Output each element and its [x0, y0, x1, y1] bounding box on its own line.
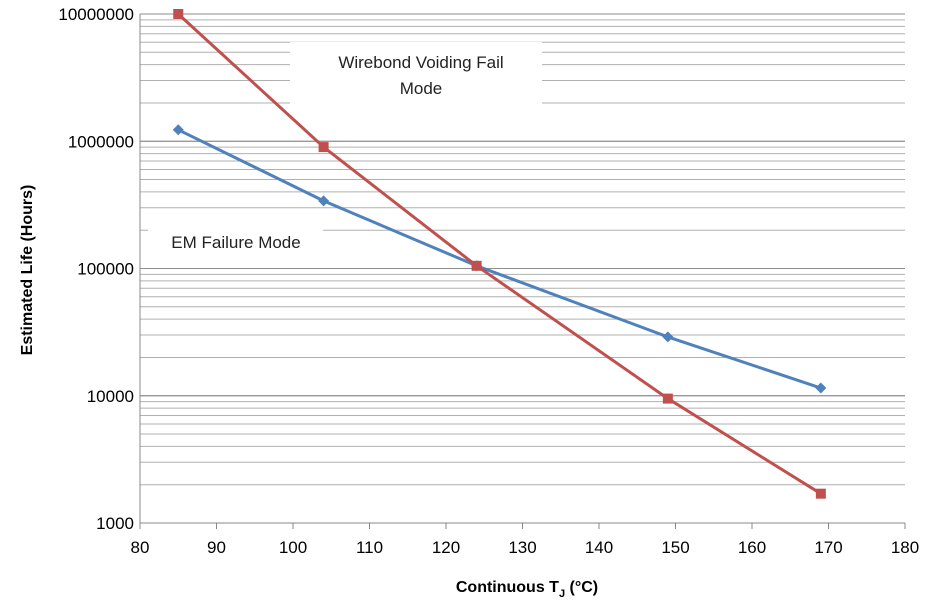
series-2-point	[318, 142, 329, 153]
annotation-wirebond-line1: Wirebond Voiding Fail	[338, 53, 503, 72]
series-2-point	[662, 393, 673, 404]
x-tick-label: 100	[279, 538, 307, 557]
x-tick-label: 110	[356, 538, 383, 557]
y-tick-label: 1000000	[68, 132, 134, 151]
x-tick-label: 170	[814, 538, 842, 557]
y-tick-label: 10000	[87, 387, 134, 406]
x-axis-title: Continuous TJ (°C)	[456, 579, 598, 600]
annotation-wirebond-line2: Mode	[400, 79, 443, 98]
x-axis-title-unit: (°C)	[565, 579, 598, 596]
annotation-box-wirebond	[290, 42, 542, 106]
y-axis-title: Estimated Life (Hours)	[19, 185, 36, 356]
series-1-point	[172, 124, 184, 136]
series-1-point	[318, 195, 330, 207]
series-line-1	[177, 128, 822, 390]
y-tick-label: 10000000	[58, 5, 134, 24]
series-2-point	[815, 488, 826, 499]
x-tick-label: 160	[738, 538, 766, 557]
x-axis-title-main: Continuous T	[456, 579, 559, 596]
annotation-box-em	[148, 225, 323, 257]
x-tick-label: 120	[432, 538, 460, 557]
y-tick-label: 1000	[96, 514, 134, 533]
y-tick-labels: 1000 10000 100000 1000000 10000000	[58, 5, 134, 533]
x-tick-label: 140	[585, 538, 613, 557]
x-tick-label: 90	[207, 538, 226, 557]
y-tick-label: 100000	[77, 260, 134, 279]
grid-lines	[140, 13, 905, 524]
x-tick-label: 180	[891, 538, 919, 557]
x-axis-title-subscript: J	[559, 588, 565, 600]
series-layer	[172, 9, 827, 499]
series-1-point	[815, 382, 827, 394]
series-1-point	[662, 331, 674, 343]
annotation-em: EM Failure Mode	[171, 233, 300, 252]
x-tick-labels: 80 90 100 110 120 130 140 150 160 170 180	[131, 523, 919, 557]
x-tick-label: 80	[131, 538, 150, 557]
series-2-point	[173, 9, 184, 19]
x-tick-label: 150	[661, 538, 689, 557]
series-2-point	[471, 260, 482, 271]
x-tick-label: 130	[508, 538, 536, 557]
